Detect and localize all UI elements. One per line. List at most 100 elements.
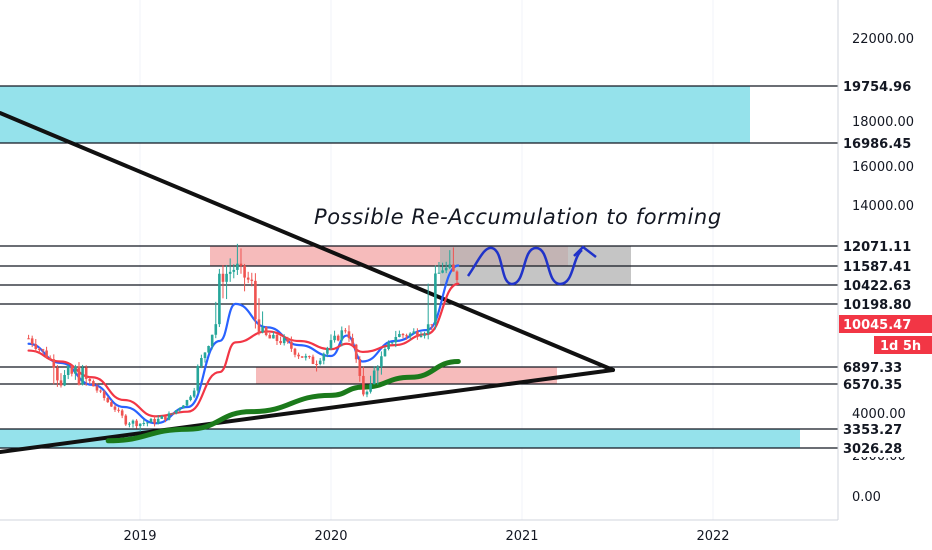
price-label-box <box>839 77 932 95</box>
time-tick-label: 2021 <box>505 529 538 544</box>
candle-body <box>412 331 416 334</box>
candle-body <box>437 272 441 274</box>
candle-body <box>246 277 250 280</box>
candle-body <box>354 344 358 360</box>
candle-body <box>70 366 74 374</box>
candle-body <box>189 396 192 401</box>
candle-body <box>153 418 156 424</box>
candle-body <box>138 423 142 427</box>
candle-body <box>293 348 297 355</box>
candle-body <box>398 333 401 337</box>
candle-body <box>448 264 452 268</box>
candle-body <box>358 359 362 376</box>
price-tick-label: 14000.00 <box>852 199 914 214</box>
time-tick-label: 2020 <box>314 529 347 544</box>
projection-drawing <box>466 245 597 286</box>
price-label-badge: 11587.41 <box>839 257 932 275</box>
candle-body <box>419 335 423 338</box>
candle-body <box>401 333 405 336</box>
candle-body <box>182 405 185 409</box>
candle-body <box>228 271 232 274</box>
candle-body <box>196 366 200 391</box>
candle-body <box>146 422 149 424</box>
projection-wave <box>466 246 583 286</box>
candle-body <box>329 340 333 349</box>
candle-body <box>167 413 171 420</box>
candle-body <box>441 270 444 273</box>
candle-body <box>200 358 203 367</box>
candle-body <box>110 402 113 407</box>
candle-body <box>282 337 286 344</box>
candle-body <box>41 349 45 351</box>
price-level-lines <box>0 85 838 449</box>
candle-body <box>81 367 84 385</box>
candle-body <box>455 271 459 281</box>
candle-body <box>117 409 120 411</box>
candle-body <box>210 334 214 346</box>
candle-body <box>59 380 63 386</box>
candle-body <box>444 267 448 271</box>
trendlines <box>0 111 615 454</box>
price-label-badge: 3353.27 <box>839 420 932 438</box>
candle-body <box>185 400 189 406</box>
candle-body <box>257 319 261 333</box>
candle-body <box>347 331 351 339</box>
candle-body <box>74 366 77 374</box>
price-label-text: 3026.28 <box>843 442 902 457</box>
candle-body <box>95 386 99 391</box>
price-label-box <box>839 134 932 152</box>
candle-body <box>423 333 426 336</box>
price-tick-label: 4000.00 <box>852 407 906 422</box>
candle-body <box>135 420 138 427</box>
countdown-text: 1d 5h <box>880 339 921 354</box>
candle-body <box>426 324 430 334</box>
candle-body <box>336 335 340 341</box>
time-axis[interactable]: 2019 2020 2021 2022 <box>123 529 729 544</box>
candle-body <box>243 265 246 278</box>
candle-body <box>27 338 30 340</box>
price-label-badge: 16986.45 <box>839 134 932 152</box>
candle-body <box>250 279 254 281</box>
candle-body <box>48 357 52 360</box>
candle-body <box>92 381 95 387</box>
candle-body <box>207 345 210 353</box>
candle-body <box>254 280 257 320</box>
candle-body <box>452 264 455 272</box>
price-label-badge: 6897.33 <box>839 358 932 376</box>
candle-body <box>376 366 380 371</box>
candle-body <box>192 390 196 397</box>
price-label-box <box>839 358 932 376</box>
candle-body <box>322 353 326 361</box>
time-tick-label: 2022 <box>696 529 729 544</box>
price-label-text: 12071.11 <box>843 240 911 255</box>
candle-body <box>372 370 376 385</box>
price-label-box <box>839 420 932 438</box>
zone-support <box>0 429 800 448</box>
price-label-box <box>839 295 932 313</box>
candle-body <box>124 415 128 425</box>
price-label-text: 6897.33 <box>843 361 902 376</box>
chart-zones <box>0 86 800 448</box>
trendline-descending <box>0 111 615 372</box>
candle-body <box>390 342 394 344</box>
moving-average-line <box>27 282 460 418</box>
trendline-ascending <box>0 368 615 454</box>
chart-annotation: Possible Re-Accumulation to forming <box>314 205 722 229</box>
candle-body <box>156 418 160 424</box>
candle-body <box>275 334 279 342</box>
candle-body <box>300 356 304 358</box>
price-label-text: 19754.96 <box>843 80 911 95</box>
candle-body <box>30 338 34 345</box>
candle-body <box>430 324 434 326</box>
candle-body <box>203 352 207 359</box>
candle-body <box>142 423 146 425</box>
price-label-text: 6570.35 <box>843 378 902 393</box>
candle-body <box>174 410 178 414</box>
candle-body <box>340 330 344 341</box>
price-label-badge: 10045.47 <box>839 315 932 333</box>
candle-body <box>52 359 56 368</box>
candle-body <box>387 342 390 349</box>
candle-body <box>84 367 88 379</box>
candle-body <box>434 273 437 325</box>
